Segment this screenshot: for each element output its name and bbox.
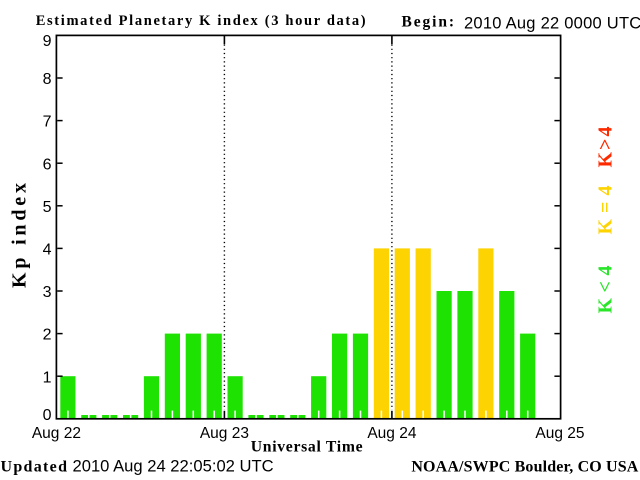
svg-text:NOAA/SWPC Boulder, CO USA: NOAA/SWPC Boulder, CO USA [411,459,638,476]
svg-text:Updated: Updated [1,458,69,475]
svg-text:Aug 25: Aug 25 [535,425,584,442]
svg-text:2010 Aug 22 0000 UTC: 2010 Aug 22 0000 UTC [464,14,640,32]
svg-text:K<4: K<4 [595,260,617,313]
svg-text:1: 1 [43,369,52,386]
svg-text:9: 9 [43,33,52,50]
svg-text:0: 0 [43,407,52,424]
svg-text:5: 5 [43,199,52,216]
svg-text:Estimated Planetary K index (3: Estimated Planetary K index (3 hour data… [36,13,368,29]
svg-text:K=4: K=4 [595,180,617,235]
svg-text:Aug 23: Aug 23 [200,425,249,442]
svg-text:4: 4 [43,242,52,259]
svg-text:2010 Aug 24 22:05:02 UTC: 2010 Aug 24 22:05:02 UTC [73,456,274,475]
svg-text:Kp index: Kp index [9,179,31,288]
svg-text:3: 3 [43,284,52,301]
svg-text:Begin:: Begin: [402,14,456,31]
svg-text:Aug 24: Aug 24 [367,425,417,442]
svg-text:2: 2 [43,327,52,344]
svg-text:K>4: K>4 [595,125,617,168]
svg-text:Universal Time: Universal Time [251,438,364,455]
svg-text:8: 8 [43,71,52,88]
svg-text:Aug 22: Aug 22 [32,425,81,442]
svg-text:6: 6 [43,156,52,173]
svg-text:7: 7 [43,114,52,131]
